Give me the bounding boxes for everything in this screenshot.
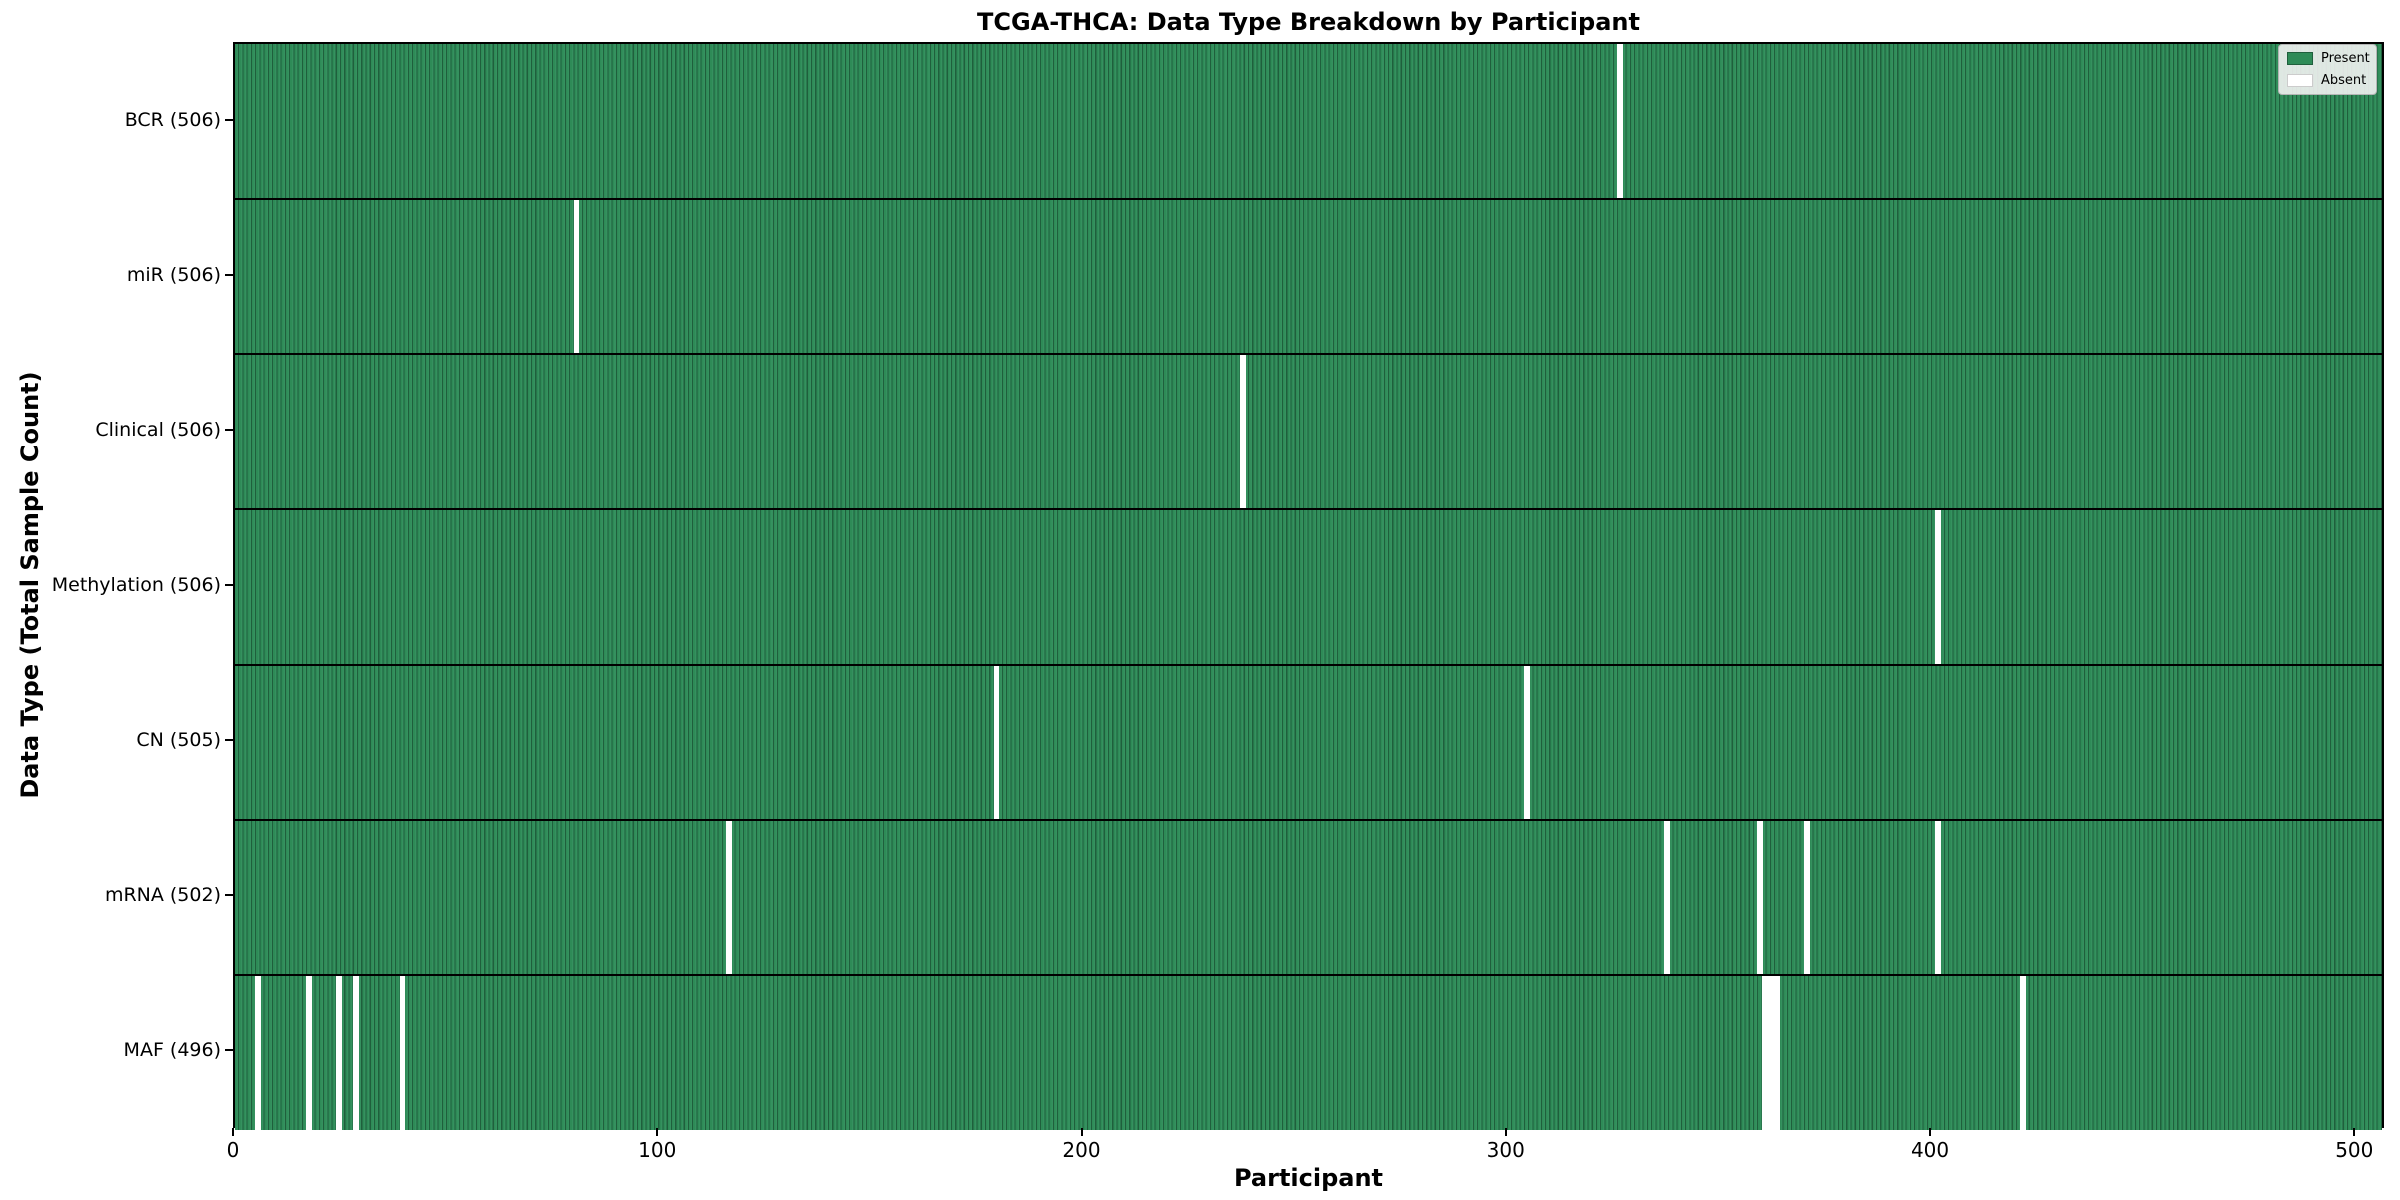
absent-mark xyxy=(336,974,342,1130)
absent-mark xyxy=(306,974,313,1130)
absent-mark xyxy=(573,199,580,355)
absent-mark xyxy=(1935,819,1942,975)
legend-label-absent: Absent xyxy=(2321,73,2367,88)
row-clinical xyxy=(235,354,2382,510)
present-swatch-icon xyxy=(2287,52,2313,65)
absent-mark xyxy=(1761,974,1768,1130)
row-separator xyxy=(235,353,2382,356)
absent-mark xyxy=(1757,819,1764,975)
absent-mark xyxy=(255,974,262,1130)
absent-mark xyxy=(993,664,1000,820)
x-tick-mark xyxy=(1504,1128,1507,1136)
row-separator xyxy=(235,508,2382,511)
row-separator xyxy=(235,663,2382,666)
x-tick-label: 200 xyxy=(1062,1138,1101,1162)
row-mir xyxy=(235,199,2382,355)
row-separator xyxy=(235,973,2382,976)
y-tick-label: CN (505) xyxy=(136,729,221,752)
y-tick-label: MAF (496) xyxy=(123,1039,221,1062)
legend-label-present: Present xyxy=(2321,51,2370,66)
y-tick-mark xyxy=(225,1049,233,1052)
x-tick-label: 100 xyxy=(638,1138,677,1162)
absent-mark xyxy=(1774,974,1781,1130)
x-tick-mark xyxy=(1080,1128,1083,1136)
row-bcr xyxy=(235,44,2382,200)
row-maf xyxy=(235,974,2382,1130)
x-tick-label: 500 xyxy=(2335,1138,2374,1162)
x-axis-label: Participant xyxy=(1233,1164,1384,1192)
y-tick-label: miR (506) xyxy=(126,263,221,286)
absent-mark xyxy=(1935,509,1942,665)
absent-mark xyxy=(399,974,406,1130)
absent-mark xyxy=(1663,819,1670,975)
x-tick-label: 300 xyxy=(1486,1138,1525,1162)
legend-item-absent: Absent xyxy=(2287,73,2368,88)
legend-item-present: Present xyxy=(2287,51,2370,66)
chart-title: TCGA-THCA: Data Type Breakdown by Partic… xyxy=(977,8,1640,36)
absent-mark xyxy=(352,974,359,1130)
row-mrna xyxy=(235,819,2382,975)
absent-mark xyxy=(1765,974,1772,1130)
y-tick-mark xyxy=(225,428,233,431)
y-tick-mark xyxy=(225,584,233,586)
x-tick-label: 0 xyxy=(226,1138,240,1162)
absent-mark xyxy=(2020,974,2027,1130)
absent-mark xyxy=(1770,974,1776,1130)
y-tick-mark xyxy=(225,273,233,276)
row-separator xyxy=(235,818,2382,821)
absent-mark xyxy=(726,819,733,975)
row-cn xyxy=(235,664,2382,820)
y-tick-label: BCR (506) xyxy=(124,108,221,131)
plot-area xyxy=(233,42,2384,1130)
y-tick-label: Methylation (506) xyxy=(51,574,221,596)
x-tick-label: 400 xyxy=(1910,1138,1950,1162)
absent-mark xyxy=(1239,354,1246,510)
legend: Present Absent xyxy=(2278,44,2377,95)
absent-swatch-icon xyxy=(2287,74,2313,87)
absent-mark xyxy=(1803,819,1810,975)
x-tick-mark xyxy=(2353,1128,2356,1136)
x-tick-mark xyxy=(232,1128,234,1136)
x-tick-mark xyxy=(1929,1128,1932,1136)
y-tick-mark xyxy=(225,894,233,897)
absent-mark xyxy=(1617,44,1624,200)
x-tick-mark xyxy=(656,1128,659,1136)
row-methylation xyxy=(235,509,2382,665)
y-tick-mark xyxy=(225,739,233,742)
row-separator xyxy=(235,198,2382,201)
y-tick-label: mRNA (502) xyxy=(104,884,221,907)
absent-mark xyxy=(1523,664,1530,820)
y-tick-mark xyxy=(225,118,233,121)
y-tick-label: Clinical (506) xyxy=(95,418,221,441)
